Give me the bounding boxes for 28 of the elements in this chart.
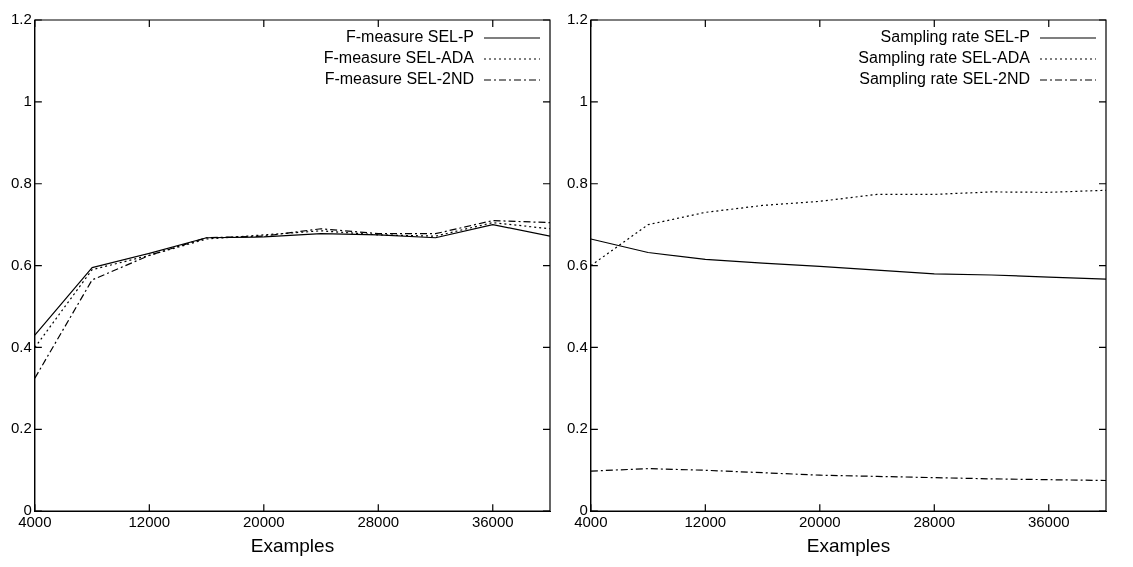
y-tick-label: 1.2 [10, 10, 32, 28]
x-tick-label: 36000 [471, 513, 514, 531]
x-tick-label: 20000 [798, 513, 841, 531]
legend-label: F-measure SEL-ADA [323, 49, 475, 67]
y-tick-label: 0.6 [566, 255, 588, 273]
y-tick-label: 1 [23, 92, 32, 110]
x-tick-label: 28000 [357, 513, 400, 531]
x-tick-label: 12000 [684, 513, 727, 531]
y-tick-label: 0.6 [10, 255, 32, 273]
y-tick-label: 1.2 [566, 10, 588, 28]
x-axis-title: Examples [250, 534, 335, 556]
y-tick-label: 0.4 [10, 337, 32, 355]
y-tick-label: 0.2 [10, 419, 32, 437]
y-tick-label: 0.8 [10, 173, 32, 191]
x-tick-label: 12000 [128, 513, 171, 531]
y-tick-label: 0.8 [566, 173, 588, 191]
y-tick-label: 1 [579, 92, 588, 110]
legend-label: Sampling rate SEL-P [880, 28, 1030, 46]
legend-label: Sampling rate SEL-ADA [858, 49, 1031, 67]
y-tick-label: 0.4 [566, 337, 588, 355]
x-axis-title: Examples [806, 534, 891, 556]
legend-label: Sampling rate SEL-2ND [859, 70, 1030, 88]
x-tick-label: 20000 [242, 513, 285, 531]
y-tick-label: 0.2 [566, 419, 588, 437]
x-tick-label: 28000 [913, 513, 956, 531]
x-tick-label: 36000 [1027, 513, 1070, 531]
legend-label: F-measure SEL-P [345, 28, 474, 46]
legend-label: F-measure SEL-2ND [324, 70, 474, 88]
